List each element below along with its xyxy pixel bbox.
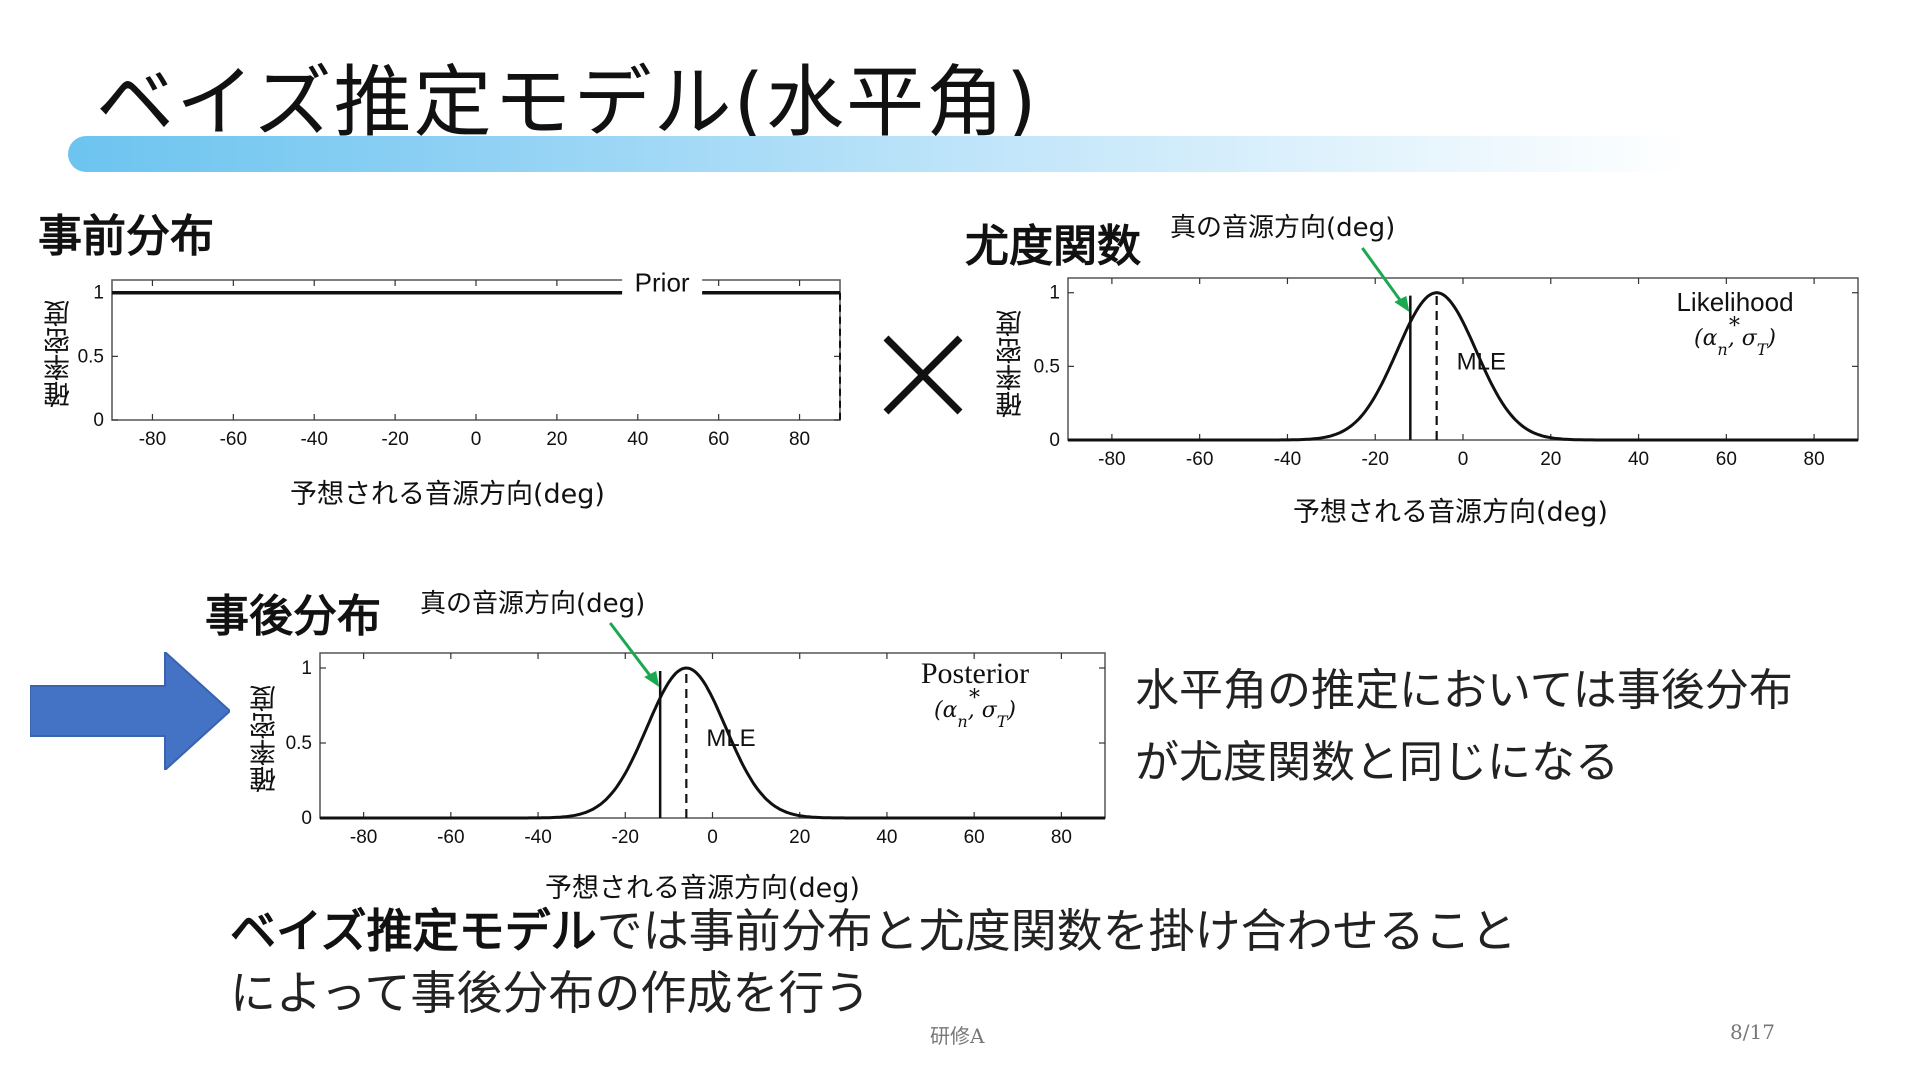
- right-arrow-icon: [30, 652, 230, 770]
- x-tick-label: 60: [1716, 449, 1737, 470]
- prior-xlabel: 予想される音源方向(deg): [290, 479, 605, 510]
- x-tick-label: 0: [471, 429, 482, 450]
- x-tick-label: 40: [1628, 449, 1649, 470]
- y-tick-label: 0.5: [1034, 356, 1060, 377]
- x-tick-label: -20: [612, 827, 639, 848]
- x-tick-label: 20: [789, 827, 810, 848]
- prior-legend: Prior: [635, 268, 690, 298]
- param-star: *: [969, 686, 980, 711]
- posterior-ylabel: 確率密度: [250, 685, 281, 793]
- mle-label: MLE: [1457, 348, 1506, 375]
- x-tick-label: -60: [437, 827, 464, 848]
- prior-ylabel: 確率密度: [44, 300, 75, 408]
- x-tick-label: 40: [876, 827, 897, 848]
- y-tick-label: 1: [1049, 283, 1060, 304]
- param-star: *: [1729, 314, 1740, 339]
- param-part: n: [957, 712, 967, 731]
- y-tick-label: 0: [1049, 430, 1060, 451]
- y-tick-label: 0.5: [78, 346, 104, 367]
- likelihood-chart-svg: -80 -60 -40 -20 0 20 40 60 80 0 0.5 1 MLE Likelihood (…: [1034, 247, 1859, 470]
- likelihood-plot: -80 -60 -40 -20 0 20 40 60 80 0 0.5 1 MLE Likelihood (…: [1030, 247, 1870, 470]
- posterior-xlabel: 予想される音源方向(deg): [545, 873, 860, 904]
- x-tick-label: -20: [381, 429, 408, 450]
- param-part: ): [1006, 698, 1016, 723]
- x-tick-label: -80: [1098, 449, 1125, 470]
- y-tick-label: 1: [93, 283, 104, 304]
- legend-bg: [622, 270, 703, 301]
- x-tick-label: 80: [789, 429, 810, 450]
- bottom-summary-line2: によって事後分布の作成を行う: [230, 966, 871, 1020]
- param-part: T: [1757, 340, 1769, 359]
- x-tick-label: 60: [708, 429, 729, 450]
- gaussian-curve: [320, 666, 1105, 820]
- x-tick-label: -40: [524, 827, 551, 848]
- x-tick-label: 80: [1804, 449, 1825, 470]
- slide-title: ベイズ推定モデル(水平角): [96, 58, 1039, 148]
- multiplication-x-icon: [883, 335, 963, 415]
- param-part: , σ: [968, 698, 998, 723]
- legend-params: (αn, σT): [1694, 326, 1776, 359]
- prior-plot: -80 -60 -40 -20 0 20 40 60 80 0 0.5 1 Prior: [70, 268, 860, 450]
- x-tick-label: -40: [1274, 449, 1301, 470]
- title-underline-bar: [68, 136, 1688, 172]
- legend-title: Likelihood: [1676, 287, 1793, 317]
- x-tick-label: 60: [964, 827, 985, 848]
- y-tick-label: 0.5: [286, 733, 312, 754]
- footer-center: 研修A: [930, 1024, 985, 1048]
- bottom-summary-line1: ベイズ推定モデルでは事前分布と尤度関数を掛け合わせること: [230, 900, 1517, 962]
- x-tick-label: -20: [1361, 449, 1388, 470]
- x-tick-label: 80: [1051, 827, 1072, 848]
- posterior-heading: 事後分布: [205, 591, 381, 642]
- param-part: (: [934, 698, 943, 723]
- annotation-arrow-head: [1394, 296, 1410, 312]
- legend-title: Posterior: [921, 657, 1029, 690]
- legend-params: (αn, σT): [934, 698, 1016, 731]
- param-part: α: [1703, 326, 1718, 351]
- page-number: 8/17: [1730, 1020, 1775, 1044]
- side-explanation-text: 水平角の推定においては事後分布が尤度関数と同じになる: [1135, 665, 1793, 788]
- plot-frame: [111, 279, 841, 421]
- x-tick-label: -60: [220, 429, 247, 450]
- true-direction-label-likelihood: 真の音源方向(deg): [1170, 213, 1396, 243]
- y-tick-label: 0: [93, 410, 104, 431]
- x-tick-label: -80: [139, 429, 166, 450]
- param-part: T: [997, 712, 1009, 731]
- x-tick-label: 20: [1540, 449, 1561, 470]
- annotation-arrow-shaft: [608, 622, 656, 682]
- posterior-chart-svg: -80 -60 -40 -20 0 20 40 60 80 0 0.5 1 MLE Posterior (α…: [286, 622, 1106, 848]
- annotation-arrow-head: [644, 671, 660, 687]
- x-tick-label: -80: [350, 827, 377, 848]
- posterior-plot: -80 -60 -40 -20 0 20 40 60 80 0 0.5 1 MLE Posterior (α…: [265, 622, 1120, 848]
- param-part: (: [1694, 326, 1703, 351]
- likelihood-ylabel: 確率密度: [996, 310, 1027, 418]
- prior-chart-svg: -80 -60 -40 -20 0 20 40 60 80 0 0.5 1 Prior: [78, 268, 841, 450]
- x-tick-label: -40: [300, 429, 327, 450]
- param-part: ): [1766, 326, 1776, 351]
- true-direction-label-posterior: 真の音源方向(deg): [420, 589, 646, 619]
- prior-heading: 事前分布: [38, 211, 214, 262]
- x-tick-label: -60: [1186, 449, 1213, 470]
- x-tick-label: 20: [546, 429, 567, 450]
- param-part: α: [943, 698, 958, 723]
- x-tick-label: 0: [1458, 449, 1469, 470]
- annotation-arrow-shaft: [1361, 247, 1406, 307]
- likelihood-heading: 尤度関数: [965, 221, 1141, 272]
- bottom-rest-text: では事前分布と尤度関数を掛け合わせること: [596, 904, 1517, 958]
- x-tick-label: 0: [707, 827, 718, 848]
- param-part: , σ: [1728, 326, 1758, 351]
- x-tick-label: 40: [627, 429, 648, 450]
- param-part: n: [1717, 340, 1727, 359]
- gaussian-curve: [1068, 291, 1858, 442]
- mle-label: MLE: [706, 725, 755, 752]
- bottom-bold-term: ベイズ推定モデル: [230, 904, 597, 958]
- y-tick-label: 1: [301, 658, 312, 679]
- likelihood-xlabel: 予想される音源方向(deg): [1293, 497, 1608, 528]
- y-tick-label: 0: [301, 808, 312, 829]
